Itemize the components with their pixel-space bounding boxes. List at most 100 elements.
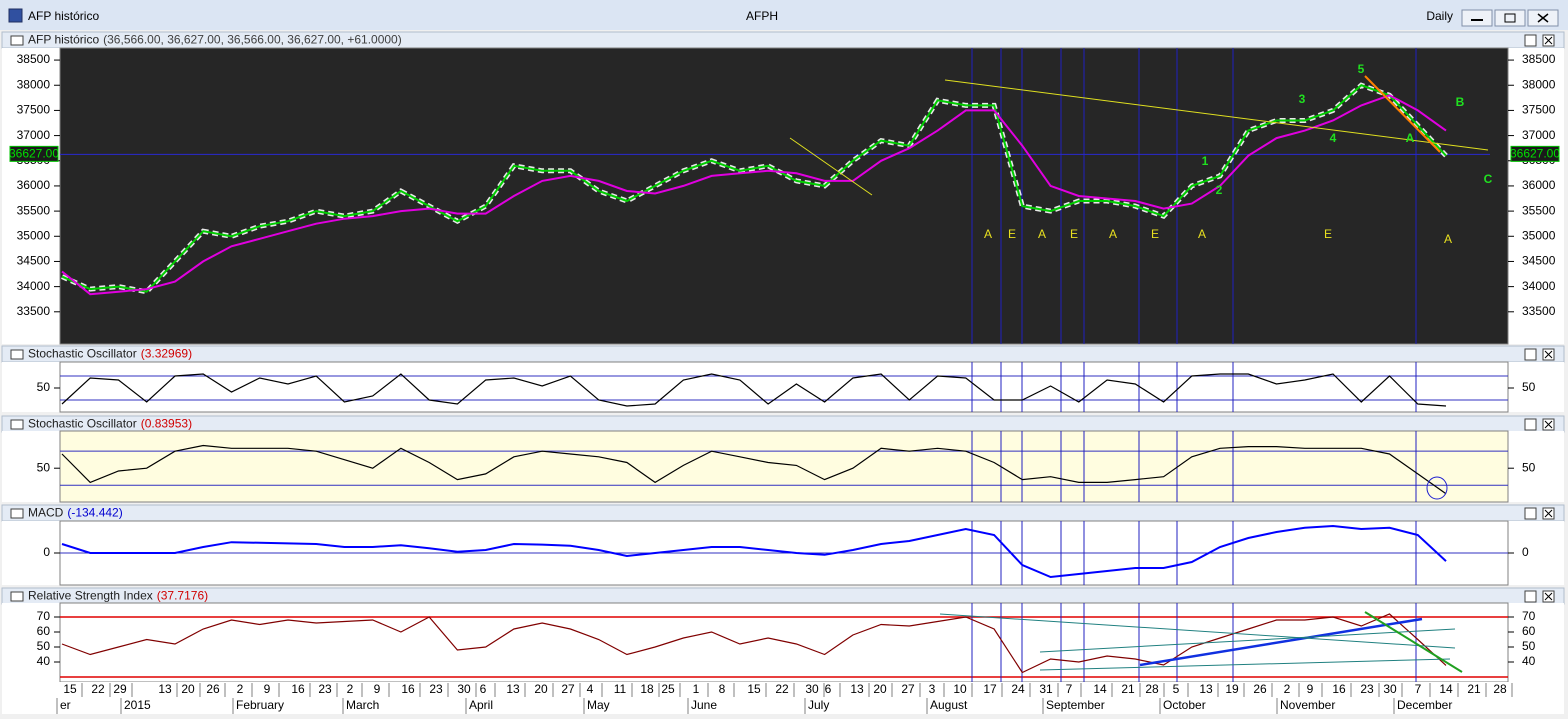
x-day-label: 26 [206, 682, 220, 696]
panel-name: Relative Strength Index [28, 589, 153, 603]
x-day-label: 13 [1199, 682, 1213, 696]
panel-close-icon [1544, 420, 1553, 429]
close-icon [1537, 13, 1549, 23]
x-day-label: 14 [1093, 682, 1107, 696]
x-day-label: 8 [719, 682, 726, 696]
wave-label: 5 [1358, 62, 1365, 76]
x-day-label: 23 [429, 682, 443, 696]
panel-value: (3.32969) [141, 347, 192, 361]
panel-maximize[interactable] [1524, 348, 1537, 361]
wave-label: 4 [1330, 131, 1337, 145]
wave-label: C [1484, 172, 1493, 186]
wave-label: 1 [1202, 154, 1209, 168]
x-month-label: December [1397, 698, 1452, 712]
x-day-label: 23 [318, 682, 332, 696]
x-day-label: 27 [561, 682, 575, 696]
panel-icon [10, 35, 24, 46]
panel-value: (36,566.00, 36,627.00, 36,566.00, 36,627… [103, 33, 402, 47]
x-day-label: 6 [825, 682, 832, 696]
x-day-label: 2 [1284, 682, 1291, 696]
x-day-label: 2 [237, 682, 244, 696]
x-axis [2, 682, 1564, 714]
y-tick-label-right: 60 [1522, 624, 1536, 638]
x-day-label: 14 [1439, 682, 1453, 696]
panel-maximize[interactable] [1524, 34, 1537, 47]
y-tick-label-right: 50 [1522, 460, 1536, 474]
panel-header [1, 587, 1565, 605]
x-day-label: 16 [1332, 682, 1346, 696]
y-tick-label: 34500 [17, 254, 51, 268]
x-day-label: 18 [640, 682, 654, 696]
cycle-label: E [1070, 227, 1078, 241]
y-tick-label-right: 38000 [1522, 77, 1556, 91]
x-day-label: 19 [1225, 682, 1239, 696]
y-tick-label: 40 [37, 654, 51, 668]
y-tick-label-right: 38500 [1522, 52, 1556, 66]
app-icon [8, 8, 23, 23]
x-day-label: 17 [983, 682, 997, 696]
period[interactable]: Daily [1426, 9, 1453, 23]
x-day-label: 24 [1011, 682, 1025, 696]
y-tick-label-right: 36000 [1522, 178, 1556, 192]
panel-name: AFP histórico [28, 33, 99, 47]
y-tick-label: 0 [43, 545, 50, 559]
x-day-label: 22 [775, 682, 789, 696]
trendline [939, 613, 1456, 649]
x-month-label: July [808, 698, 829, 712]
y-tick-label: 35000 [17, 228, 51, 242]
x-day-label: 30 [1383, 682, 1397, 696]
y-tick-label: 50 [37, 460, 51, 474]
x-day-label: 13 [850, 682, 864, 696]
y-tick-label-right: 40 [1522, 654, 1536, 668]
cycle-label: A [1444, 232, 1452, 246]
x-day-label: 9 [374, 682, 381, 696]
cycle-label: A [984, 227, 992, 241]
y-tick-label: 50 [37, 380, 51, 394]
y-tick-label: 36000 [17, 178, 51, 192]
panel-icon [10, 419, 24, 430]
panel-maximize[interactable] [1524, 590, 1537, 603]
panel-name: Stochastic Oscillator [28, 417, 137, 431]
y-tick-label: 70 [37, 609, 51, 623]
restore-button[interactable] [1494, 9, 1526, 27]
y-tick-label: 37000 [17, 128, 51, 142]
x-day-label: 9 [264, 682, 271, 696]
x-month-label: 2015 [124, 698, 151, 712]
x-day-label: 3 [929, 682, 936, 696]
panel-header [1, 415, 1565, 433]
x-day-label: 13 [158, 682, 172, 696]
panel-header [1, 504, 1565, 522]
panel-name: Stochastic Oscillator [28, 347, 137, 361]
panel-title: MACD (-134.442) [28, 506, 123, 520]
x-day-label: 15 [63, 682, 77, 696]
y-tick-label-right: 70 [1522, 609, 1536, 623]
cycle-label: A [1038, 227, 1046, 241]
wave-label: B [1456, 95, 1465, 109]
x-day-label: 29 [113, 682, 127, 696]
y-tick-label-right: 33500 [1522, 304, 1556, 318]
minimize-button[interactable] [1461, 9, 1493, 27]
panel-title: AFP histórico (36,566.00, 36,627.00, 36,5… [28, 33, 402, 47]
x-day-label: 30 [457, 682, 471, 696]
x-day-label: 31 [1039, 682, 1053, 696]
x-day-label: 20 [534, 682, 548, 696]
x-month-label: November [1280, 698, 1335, 712]
x-month-label: September [1046, 698, 1105, 712]
panel-icon [10, 508, 24, 519]
panel-value: (37.7176) [157, 589, 208, 603]
x-day-label: 16 [401, 682, 415, 696]
x-month-label: June [691, 698, 717, 712]
y-tick-label: 38000 [17, 77, 51, 91]
x-day-label: 5 [1173, 682, 1180, 696]
panel-maximize[interactable] [1524, 507, 1537, 520]
x-month-label: August [930, 698, 968, 712]
panel-maximize[interactable] [1524, 418, 1537, 431]
cycle-label: E [1151, 227, 1159, 241]
plot-area [59, 47, 1509, 345]
trendline [1039, 658, 1451, 671]
panel-close-icon [1544, 350, 1553, 359]
trendline [789, 137, 873, 196]
cycle-label: E [1008, 227, 1016, 241]
y-tick-label: 34000 [17, 279, 51, 293]
y-tick-label-right: 34500 [1522, 254, 1556, 268]
